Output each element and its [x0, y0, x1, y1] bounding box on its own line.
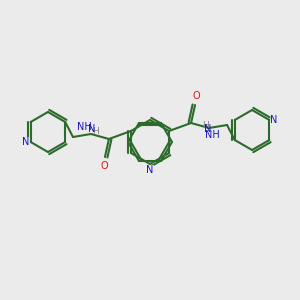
Text: N: N	[146, 165, 154, 175]
Text: O: O	[192, 91, 200, 101]
Text: N: N	[22, 137, 30, 147]
Text: N: N	[204, 124, 212, 134]
Text: H: H	[93, 128, 99, 136]
Text: NH: NH	[77, 122, 92, 132]
Text: O: O	[100, 161, 108, 171]
Text: H: H	[202, 121, 208, 130]
Text: N: N	[88, 124, 96, 134]
Text: NH: NH	[205, 130, 220, 140]
Text: N: N	[270, 115, 278, 125]
Text: N: N	[85, 122, 92, 132]
